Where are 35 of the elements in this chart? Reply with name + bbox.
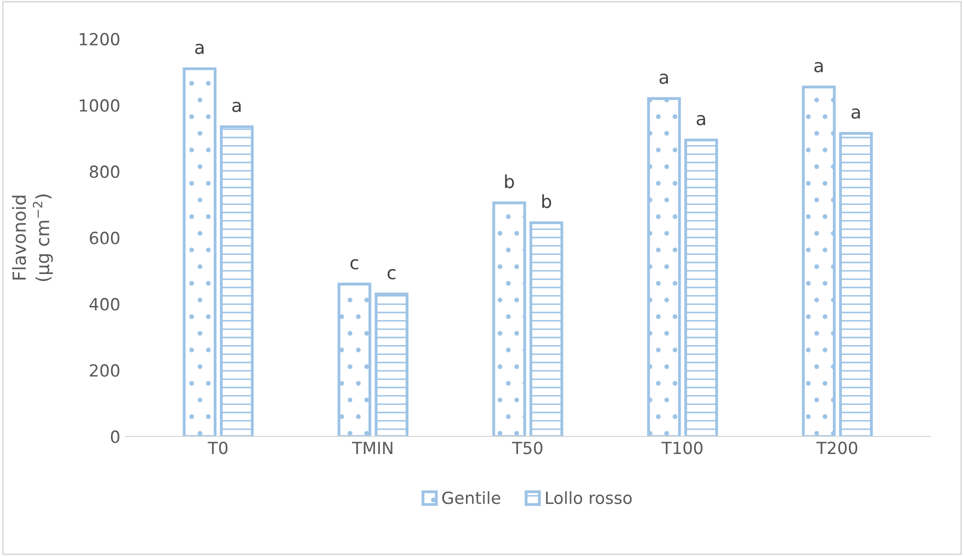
bar: [684, 138, 718, 436]
annotation: b: [542, 194, 552, 208]
legend-label: Lollo rosso: [546, 491, 632, 504]
annotation: a: [852, 108, 860, 119]
bar: [492, 202, 526, 436]
annotation: a: [195, 44, 204, 54]
bar: [802, 86, 836, 436]
y-tick-label: 400: [89, 298, 120, 311]
y-tick-label: 600: [90, 232, 120, 244]
annotation: a: [232, 102, 241, 112]
bar: [182, 67, 216, 436]
x-tick-label: T200: [816, 442, 858, 454]
bar: [220, 125, 254, 436]
y-axis-title: Flavonoid (µg cm$^{−2}$): [12, 194, 53, 282]
bar: [529, 221, 564, 436]
bar: [647, 97, 681, 436]
y-tick-label: 1200: [80, 32, 120, 46]
x-tick-label: T50: [512, 442, 542, 454]
y-tick-label: 1000: [80, 99, 120, 112]
x-tick-label: TMIN: [352, 442, 392, 454]
x-tick-label: T0: [208, 442, 228, 454]
annotation: c: [350, 259, 358, 270]
annotation: a: [814, 62, 823, 72]
bar: [839, 132, 873, 436]
annotation: a: [696, 114, 706, 126]
legend-label: Gentile: [442, 491, 500, 504]
bar: [338, 282, 372, 436]
annotation: a: [660, 74, 668, 84]
y-tick-label: 800: [90, 165, 120, 178]
annotation: c: [388, 269, 396, 280]
annotation: b: [505, 174, 514, 188]
x-tick-label: T100: [662, 442, 702, 454]
y-tick-label: 0: [110, 430, 120, 444]
y-tick-label: 200: [90, 364, 120, 377]
bar: [374, 292, 408, 436]
